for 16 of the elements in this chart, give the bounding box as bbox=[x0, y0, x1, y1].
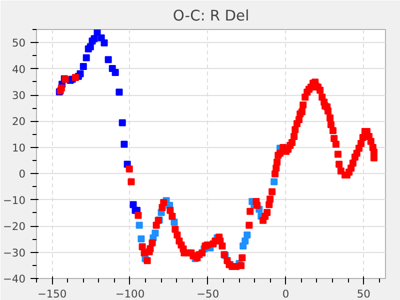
y-tick-label: 50 bbox=[12, 36, 26, 50]
x-tick-label: −100 bbox=[115, 288, 145, 300]
x-tick-label: −50 bbox=[196, 288, 220, 300]
y-tick-label: 10 bbox=[12, 141, 26, 154]
y-tick-label: 40 bbox=[12, 62, 26, 76]
chart-title: O-C: R Del bbox=[172, 8, 250, 24]
x-tick-label: 50 bbox=[356, 288, 371, 300]
x-tick-label: −150 bbox=[37, 288, 67, 300]
x-tick-label: 0 bbox=[282, 288, 290, 300]
y-tick-label: −20 bbox=[3, 220, 26, 234]
y-tick-label: −30 bbox=[3, 246, 26, 260]
y-tick-label: 0 bbox=[18, 168, 26, 181]
y-tick-label: −10 bbox=[3, 194, 26, 207]
y-tick-label: −40 bbox=[3, 272, 26, 286]
y-tick-label: 20 bbox=[12, 115, 26, 128]
y-tick-label: 30 bbox=[12, 89, 26, 102]
